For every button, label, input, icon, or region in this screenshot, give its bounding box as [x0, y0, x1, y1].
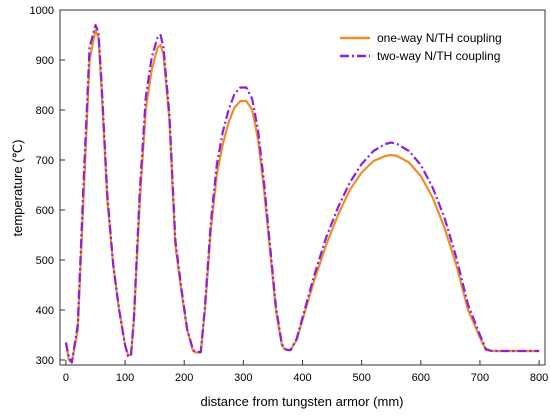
- legend-label-two-way: two-way N/TH coupling: [377, 49, 500, 63]
- y-tick-label: 600: [36, 205, 54, 217]
- x-tick-label: 200: [175, 372, 193, 384]
- x-tick-label: 0: [63, 372, 69, 384]
- x-tick-label: 800: [530, 372, 548, 384]
- x-tick-label: 600: [412, 372, 430, 384]
- series-line-two-way: [64, 23, 540, 364]
- y-tick-label: 900: [36, 55, 54, 67]
- legend: one-way N/TH coupling two-way N/TH coupl…: [340, 31, 502, 63]
- x-tick-label: 700: [471, 372, 489, 384]
- plot-area-frame: [59, 9, 546, 366]
- legend-label-one-way: one-way N/TH coupling: [377, 31, 502, 45]
- x-tick-label: 500: [352, 372, 370, 384]
- series-lines: [64, 23, 540, 364]
- y-tick-label: 800: [36, 105, 54, 117]
- x-tick-label: 400: [293, 372, 311, 384]
- y-tick-label: 300: [36, 355, 54, 367]
- x-tick-label: 300: [234, 372, 252, 384]
- y-tick-label: 1000: [30, 5, 54, 17]
- y-tick-label: 400: [36, 305, 54, 317]
- x-axis-label: distance from tungsten armor (mm): [200, 394, 403, 409]
- y-tick-label: 700: [36, 155, 54, 167]
- x-tick-label: 100: [116, 372, 134, 384]
- axis-ticks: 0 100 200 300 400 500 600 700 800 300 400 500 600 700…: [30, 5, 549, 384]
- y-axis-label: temperature (℃): [10, 140, 25, 237]
- y-tick-label: 500: [36, 255, 54, 267]
